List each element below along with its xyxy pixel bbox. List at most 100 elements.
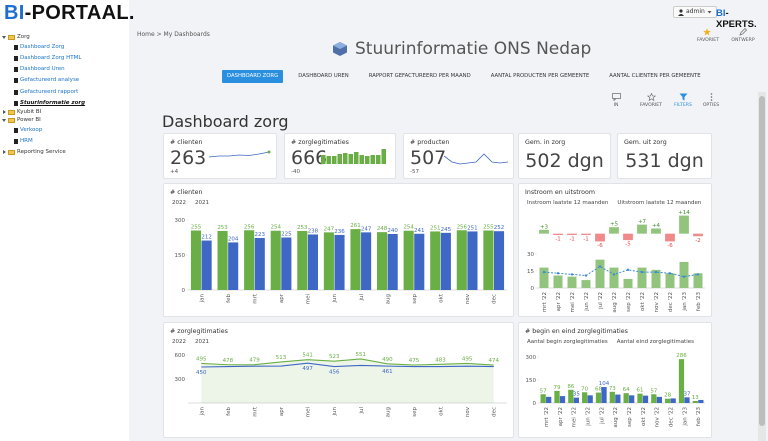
user-menu[interactable]: admin [673, 6, 717, 18]
bar [483, 230, 494, 290]
x-tick-label: aug [385, 294, 391, 304]
chart: 0 15 30 mrt '22 apr '22 mei '22 jun '22 jul '22… [527, 210, 705, 313]
y-tick-label: 600 [175, 353, 186, 359]
tab-active[interactable]: DASHBOARD ZORG [222, 70, 284, 83]
data-label: 251 [430, 225, 441, 231]
data-label: 251 [467, 225, 478, 231]
x-tick-label: mei '22 [570, 292, 576, 313]
y-tick-label: 15 [527, 269, 534, 275]
user-icon [678, 8, 684, 16]
tab[interactable]: AANTAL CLIENTEN PER GEMEENTE [609, 73, 701, 79]
x-tick-label: nov '22 [655, 407, 661, 427]
data-label: 490 [382, 357, 393, 363]
chart: 0 150 300 mrt '22 apr '22 mei '22 jun '22 jul '… [526, 353, 705, 428]
legend-item: 2022 [170, 200, 186, 206]
tree-item[interactable]: Dashboard Zorg HTML [14, 54, 81, 62]
chart: 0 150 300 jan feb mrt apr mei jun jul aug sep okt nov… [175, 218, 507, 305]
x-tick-label: okt '22 [640, 292, 646, 311]
tree-folder[interactable]: Kyubit BI [2, 108, 41, 116]
tree-folder[interactable]: Reporting Service [2, 148, 66, 156]
line-dot [556, 272, 560, 275]
kpi-title: Gem. in zorg [525, 139, 566, 146]
difference-label: -1 [555, 236, 560, 242]
doc-icon [14, 89, 18, 95]
tab[interactable]: AANTAL PRODUCTEN PER GEMEENTE [490, 73, 590, 79]
x-tick-label: mei [306, 294, 312, 305]
tree-item[interactable]: Gefactureerd rapport [14, 88, 78, 96]
bar [297, 230, 308, 290]
bar [665, 273, 675, 288]
bar [679, 261, 689, 288]
kpi-title: # clienten [170, 139, 203, 146]
bar [692, 401, 698, 403]
toolbar-label: FILTERS [674, 103, 692, 108]
tree-label: Power BI [17, 117, 41, 123]
data-label: 241 [414, 228, 425, 234]
kpi-delta: -57 [410, 169, 419, 175]
favorite-action[interactable]: FAVORIET [697, 28, 719, 43]
kpi-title: Gem. uit zorg [624, 139, 667, 146]
y-tick-label: 30 [527, 252, 534, 258]
bar [642, 395, 649, 403]
bar [623, 278, 633, 288]
bar [623, 393, 629, 403]
tree-item[interactable]: HRM [14, 137, 33, 145]
data-label: 248 [377, 226, 388, 232]
tree-item[interactable]: Dashboard Zorg [14, 43, 64, 51]
difference-label: -6 [597, 243, 603, 249]
toolbar-favorite[interactable]: FAVORIET [636, 92, 666, 108]
scroll-thumb[interactable] [759, 96, 765, 426]
tab[interactable]: RAPPORT GEFACTUREERD PER MAAND [368, 73, 471, 79]
toolbar-options[interactable]: OPTIES [696, 93, 726, 108]
chart-card: # clienten 2022 2021 0 150 300 jan feb mrt apr m… [163, 183, 514, 317]
legend-item: Aantal begin zorglegitimaties [525, 339, 608, 345]
x-tick-label: mrt [252, 293, 258, 304]
chart-card: # zorglegitimaties 2022 2021 300 600 jan feb… [163, 322, 514, 438]
toolbar-filters[interactable]: FILTERS [668, 93, 698, 108]
line-dot [584, 274, 588, 277]
toolbar-in[interactable]: IN [601, 93, 631, 108]
x-tick-label: mei '22 [572, 407, 578, 428]
scrollbar[interactable] [758, 92, 766, 441]
tree-item[interactable]: Dashboard Uren [14, 65, 65, 73]
chart-title: # begin en eind zorglegitimaties [525, 328, 628, 335]
bar [350, 229, 361, 290]
design-action[interactable]: ONTWERP [731, 27, 755, 43]
legend-item: Instroom laatste 12 maanden [525, 200, 608, 206]
bar [334, 234, 345, 290]
tree-folder[interactable]: Power BI [2, 116, 41, 124]
tree-item[interactable]: Gefactureerd analyse [14, 76, 79, 84]
bar [587, 395, 593, 403]
data-label: 253 [217, 225, 228, 231]
data-label: 61 [636, 388, 643, 394]
tree-item[interactable]: Verkoop [14, 126, 42, 134]
kpi-card: # clienten 263 +4 [163, 133, 277, 179]
area [201, 358, 494, 403]
doc-icon [14, 55, 18, 61]
tab[interactable]: DASHBOARD UREN [298, 73, 349, 79]
kpi-value: 507 [410, 147, 447, 169]
doc-icon [14, 127, 18, 133]
kpi-card: # producten 507 -57 [403, 133, 514, 179]
difference-bar [693, 233, 703, 237]
tree-item-active[interactable]: Stuurinformatie zorg [14, 99, 85, 107]
x-tick-label: feb '23 [696, 292, 702, 312]
kpi-card: Gem. uit zorg 531 dgn [617, 133, 712, 179]
bar [539, 267, 549, 288]
data-label: 256 [244, 224, 255, 230]
expand-arrow [3, 150, 6, 154]
x-tick-label: aug [385, 407, 391, 417]
bar [637, 393, 643, 403]
data-label: 64 [623, 387, 630, 393]
difference-label: +7 [638, 219, 647, 225]
x-tick-label: jul [359, 294, 365, 302]
bar [582, 392, 588, 403]
x-tick-label: mei [306, 407, 312, 418]
folder-icon [8, 149, 15, 155]
tree-label: Dashboard Uren [20, 66, 65, 72]
y-tick-label: 300 [175, 218, 186, 224]
tree-folder[interactable]: Zorg [2, 33, 30, 41]
data-label: 247 [361, 226, 372, 232]
bar [573, 397, 579, 403]
folder-icon [8, 34, 15, 40]
